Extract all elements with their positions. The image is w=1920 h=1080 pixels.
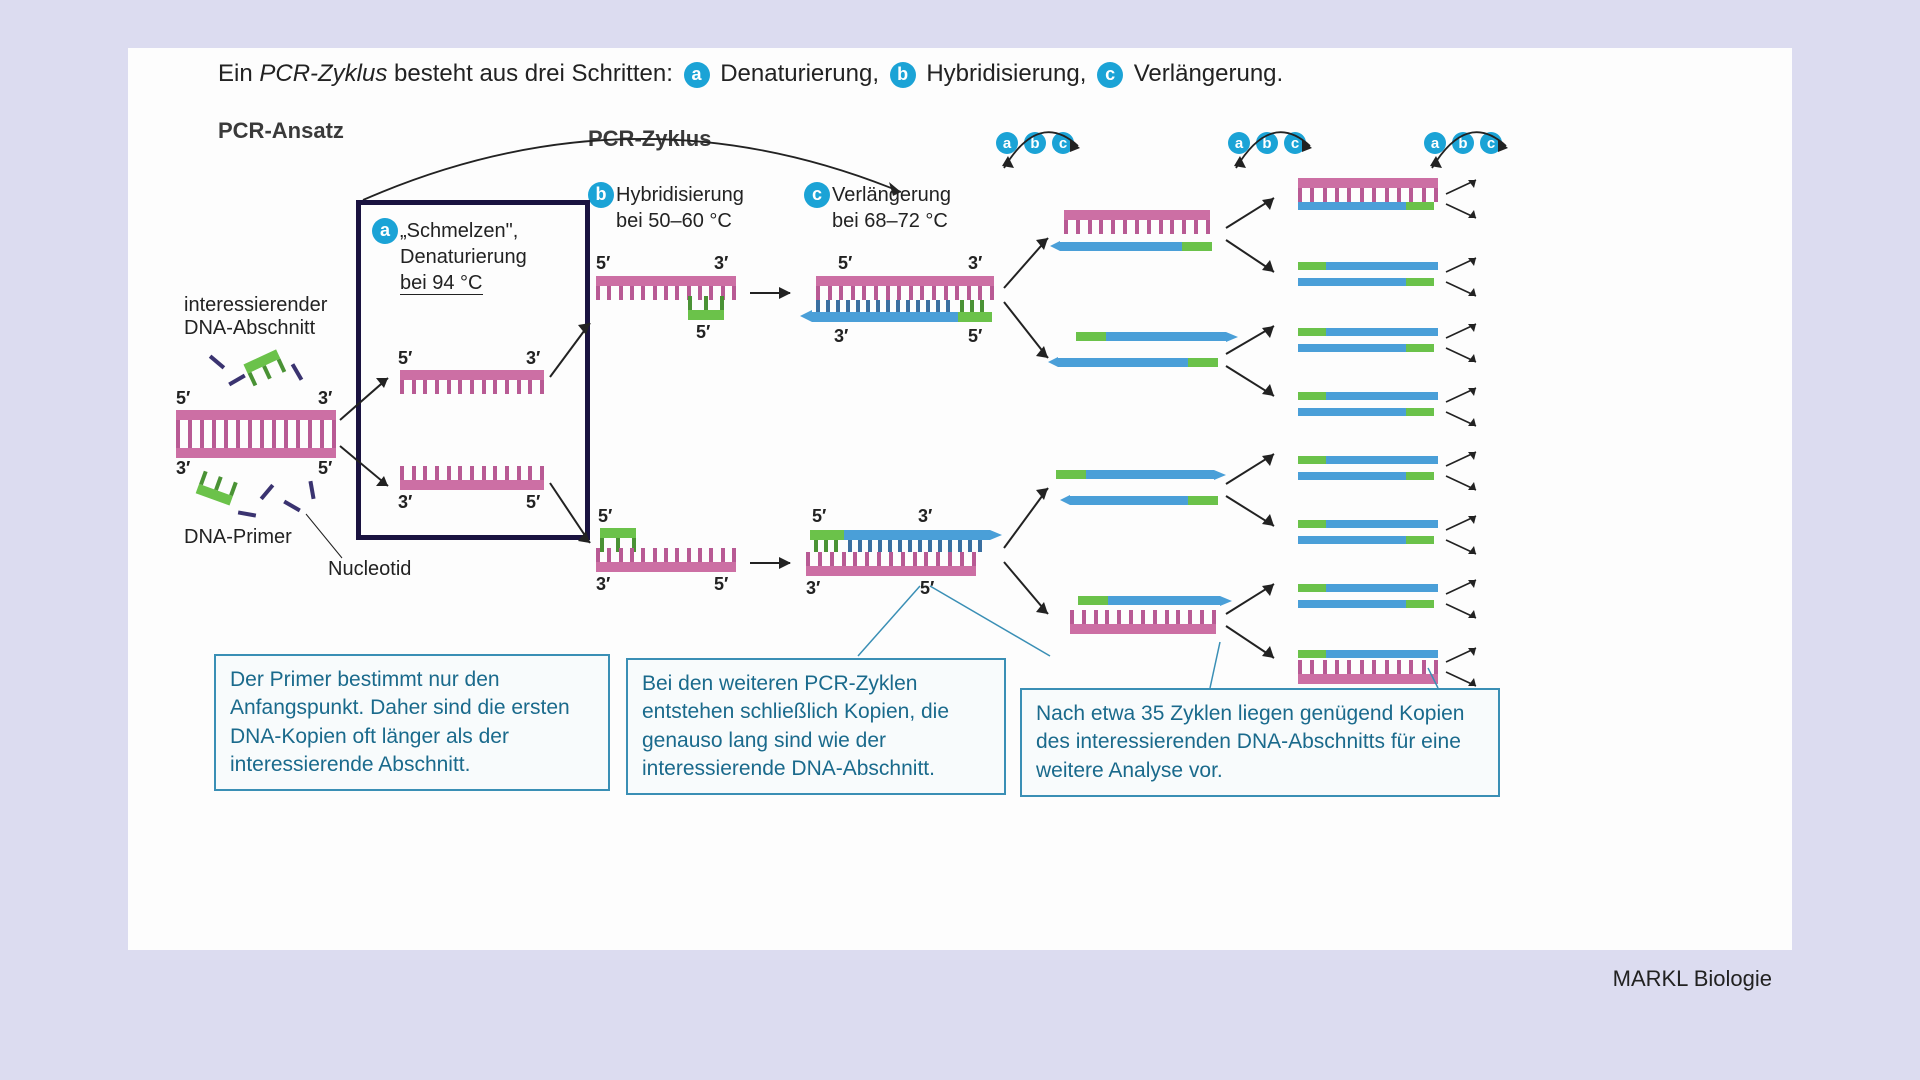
step-b-badge: b <box>588 182 614 208</box>
a-strand-top <box>400 370 544 394</box>
info-box-1: Der Primer bestimmt nur den Anfangspunkt… <box>214 654 610 791</box>
p3-init-tr: 3′ <box>318 388 332 409</box>
free-primer-2 <box>196 474 237 505</box>
source-credit: MARKL Biologie <box>1613 966 1772 992</box>
badge-a: a <box>684 62 710 88</box>
pb2-p5: 5′ <box>598 506 612 527</box>
c-bot-blue <box>806 526 1006 552</box>
cycle-arc-2 <box>1216 118 1326 174</box>
init-strand-top <box>176 410 336 434</box>
arrows-c-cycle2 <box>1000 208 1070 638</box>
title-step-c: Verlängerung. <box>1134 60 1283 87</box>
b-primer-top <box>688 300 724 320</box>
cycle-arc-1 <box>984 118 1094 174</box>
arrow-b-c-bot <box>750 562 790 564</box>
b-primer-bot <box>600 528 636 548</box>
title-lead: Ein <box>218 60 259 87</box>
cy3-1b <box>1298 198 1438 216</box>
p3-init-bl: 3′ <box>176 458 190 479</box>
pc2-5t: 5′ <box>812 506 826 527</box>
step-b-l2: bei 50–60 °C <box>616 210 732 232</box>
arrows-cy3-out <box>1444 172 1504 692</box>
diagram-page: Ein PCR-Zyklus besteht aus drei Schritte… <box>128 48 1792 950</box>
step-c-l1: Verlängerung <box>832 184 951 206</box>
title-step-b: Hybridisierung, <box>926 60 1086 87</box>
label-nucleotide: Nucleotid <box>328 558 411 581</box>
pa-5t: 5′ <box>398 348 412 369</box>
b-strand-bot <box>596 548 736 572</box>
label-primer: DNA-Primer <box>184 526 292 549</box>
step-b-label: b Hybridisierung bei 50–60 °C <box>616 182 744 234</box>
arrows-init-a <box>334 358 404 508</box>
a-strand-bot <box>400 466 544 490</box>
c-top-blue <box>798 300 998 326</box>
title-step-a: Denaturierung, <box>720 60 879 87</box>
info-box-2: Bei den weiteren PCR-Zyklen entstehen sc… <box>626 658 1006 795</box>
p5-init-br: 5′ <box>318 458 332 479</box>
p5-init-tl: 5′ <box>176 388 190 409</box>
pa-3b: 3′ <box>398 492 412 513</box>
cy3-7b <box>1298 596 1438 614</box>
init-strand-bot <box>176 434 336 458</box>
pb2-5: 5′ <box>714 574 728 595</box>
c-strand-top-pink <box>816 276 994 300</box>
lbl-dna1: interessierender <box>184 294 327 316</box>
arrow-b-c-top <box>750 292 790 294</box>
cy3-2b <box>1298 274 1438 292</box>
cy2-3-bot <box>1058 486 1228 510</box>
pc2-3t: 3′ <box>918 506 932 527</box>
step-c-badge: c <box>804 182 830 208</box>
arrows-cy2-cy3 <box>1222 168 1302 668</box>
pc1-5b: 5′ <box>968 326 982 347</box>
badge-b: b <box>890 62 916 88</box>
pa-3t: 3′ <box>526 348 540 369</box>
badge-c: c <box>1097 62 1123 88</box>
cy2-1-top <box>1064 210 1210 232</box>
nuc4 <box>260 484 275 500</box>
pc2-3b: 3′ <box>806 578 820 599</box>
pb2-3: 3′ <box>596 574 610 595</box>
cy2-1-bot <box>1048 232 1218 256</box>
cycle-arc-3 <box>1412 118 1522 174</box>
cy2-4-bot <box>1070 612 1216 634</box>
step-c-l2: bei 68–72 °C <box>832 210 948 232</box>
cy3-1t <box>1298 178 1438 198</box>
pc1-5: 5′ <box>838 253 852 274</box>
free-primer-1 <box>243 349 284 382</box>
nuc3 <box>291 363 303 381</box>
title-rest: besteht aus drei Schritten: <box>387 60 679 87</box>
cy3-3b <box>1298 340 1438 358</box>
pb1-3: 3′ <box>714 253 728 274</box>
cy2-2-bot <box>1046 348 1226 372</box>
step-b-l1: Hybridisierung <box>616 184 744 206</box>
cy3-5b <box>1298 468 1438 486</box>
arrows-a-b <box>546 303 606 553</box>
pb1-5: 5′ <box>596 253 610 274</box>
step-c-label: c Verlängerung bei 68–72 °C <box>832 182 951 234</box>
pb1-p5: 5′ <box>696 322 710 343</box>
nuc1 <box>209 355 225 370</box>
pa-5b: 5′ <box>526 492 540 513</box>
pc1-3b: 3′ <box>834 326 848 347</box>
nuc7 <box>238 510 256 517</box>
heading-ansatz: PCR-Ansatz <box>218 118 344 144</box>
pc1-3: 3′ <box>968 253 982 274</box>
nuc2 <box>228 374 246 386</box>
title-italic: PCR-Zyklus <box>259 60 387 87</box>
title-line: Ein PCR-Zyklus besteht aus drei Schritte… <box>218 60 1283 88</box>
nuc6 <box>308 481 315 499</box>
cy3-4b <box>1298 404 1438 422</box>
label-dna-section: interessierender DNA-Abschnitt <box>184 294 327 340</box>
callout2 <box>850 582 1070 662</box>
c-strand-bot-pink <box>806 552 976 576</box>
info-box-3: Nach etwa 35 Zyklen liegen genügend Kopi… <box>1020 688 1500 797</box>
lbl-dna2: DNA-Abschnitt <box>184 317 315 339</box>
cy3-6b <box>1298 532 1438 550</box>
